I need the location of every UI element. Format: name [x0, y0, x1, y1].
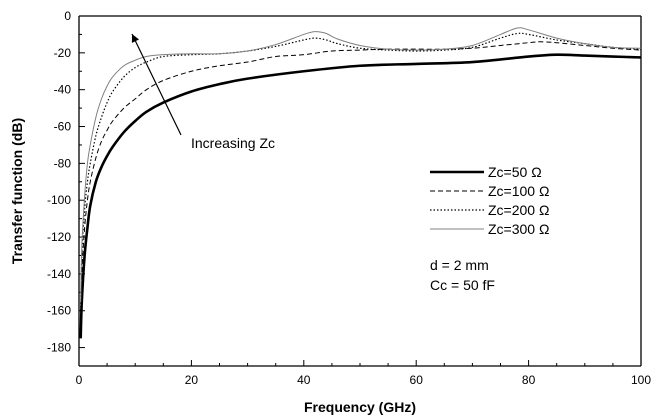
x-tick-label: 60 — [410, 373, 424, 387]
annotation-capacitance: Cc = 50 fF — [430, 277, 495, 293]
legend-label-2: Zc=200 Ω — [488, 202, 549, 218]
axes: 0 20 40 60 80 100 0 -20 -40 -60 -80 -100 -120 -140 -16… — [9, 9, 651, 415]
series-line-0 — [79, 53, 642, 339]
annotation-increasing-zc: Increasing Zc — [191, 135, 275, 151]
y-tick-label: 0 — [64, 9, 71, 23]
series-line-3 — [80, 27, 642, 302]
annotation-distance: d = 2 mm — [430, 257, 489, 273]
y-tick-label: -20 — [54, 46, 72, 60]
y-tick-label: -100 — [47, 193, 71, 207]
x-tick-label: 20 — [185, 373, 199, 387]
legend-label-1: Zc=100 Ω — [488, 183, 549, 199]
increasing-zc-arrow — [131, 33, 182, 136]
x-tick-label: 100 — [631, 373, 651, 387]
series-line-1 — [80, 41, 642, 320]
legend-label-0: Zc=50 Ω — [488, 164, 542, 180]
y-tick-label: -60 — [54, 120, 72, 134]
annotations: Increasing Zc d = 2 mm Cc = 50 fF — [131, 33, 495, 293]
y-tick-label: -120 — [47, 230, 71, 244]
x-axis-title: Frequency (GHz) — [304, 399, 416, 415]
y-tick-label: -40 — [54, 83, 72, 97]
y-tick-label: -180 — [47, 341, 71, 355]
legend: Zc=50 Ω Zc=100 Ω Zc=200 Ω Zc=300 Ω — [430, 164, 549, 237]
legend-label-3: Zc=300 Ω — [488, 221, 549, 237]
y-tick-label: -80 — [54, 156, 72, 170]
y-tick-label: -160 — [47, 304, 71, 318]
y-tick-label: -140 — [47, 267, 71, 281]
x-tick-label: 0 — [76, 373, 83, 387]
y-axis-title: Transfer function (dB) — [9, 118, 25, 264]
series-line-2 — [80, 32, 642, 311]
x-tick-label: 80 — [522, 373, 536, 387]
x-tick-label: 40 — [297, 373, 311, 387]
series-lines — [79, 27, 642, 339]
